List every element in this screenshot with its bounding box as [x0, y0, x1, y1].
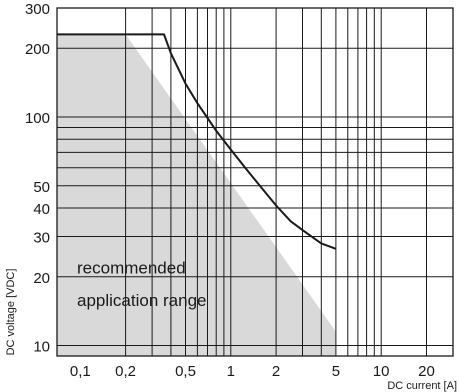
y-tick-label: 20 [33, 270, 50, 287]
x-tick-label: 0,1 [70, 363, 91, 380]
x-tick-label: 0,5 [175, 363, 196, 380]
y-tick-label: 30 [33, 230, 50, 247]
x-axis-title: DC current [A] [387, 380, 457, 392]
grid-layer [56, 7, 454, 357]
y-tick-label: 200 [25, 41, 50, 58]
x-tick-label: 2 [272, 363, 280, 380]
y-tick-label: 100 [25, 110, 50, 127]
x-tick-label: 10 [373, 363, 390, 380]
y-tick-label: 40 [33, 201, 50, 218]
annotation-line-2: application range [77, 291, 206, 310]
load-limit-curve [57, 33, 337, 250]
plot-frame [56, 7, 454, 357]
x-tick-label: 20 [418, 363, 435, 380]
y-tick-label: 300 [25, 1, 50, 18]
y-axis-title: DC voltage [VDC] [5, 269, 17, 356]
y-tick-label: 50 [33, 179, 50, 196]
y-tick-label: 10 [33, 339, 50, 356]
label-layer: 0,1 0,2 0,5 1 2 5 10 20 10 20 30 40 50 100 200 300 [25, 1, 435, 380]
curve-layer [57, 33, 337, 250]
recommended-area-layer [57, 34, 336, 357]
recommended-area [57, 34, 336, 357]
x-tick-label: 0,2 [115, 363, 136, 380]
x-tick-label: 5 [332, 363, 340, 380]
x-tick-label: 1 [227, 363, 235, 380]
annotation-line-1: recommended [77, 258, 186, 277]
